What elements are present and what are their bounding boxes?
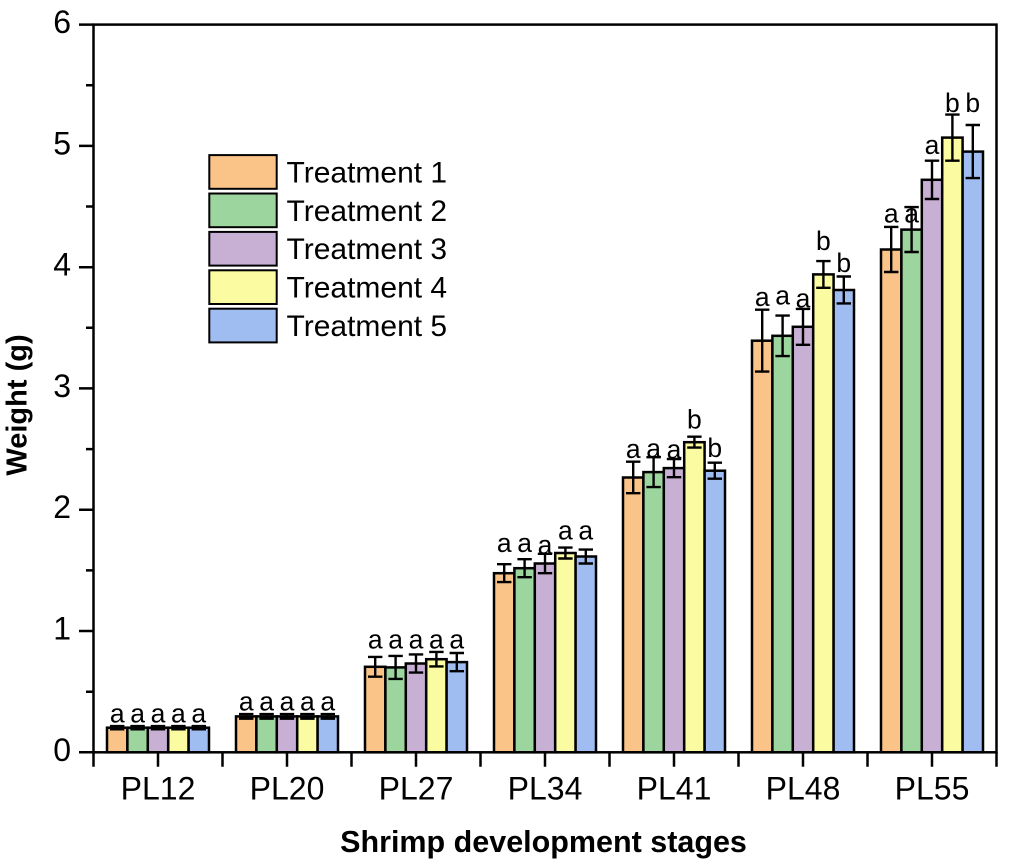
svg-text:a: a (626, 434, 641, 464)
svg-text:a: a (925, 130, 940, 160)
svg-text:a: a (558, 516, 573, 546)
svg-text:3: 3 (53, 368, 71, 404)
svg-text:a: a (300, 687, 315, 717)
svg-text:0: 0 (53, 732, 71, 768)
svg-text:6: 6 (53, 4, 71, 40)
svg-text:a: a (775, 281, 790, 311)
svg-text:a: a (259, 687, 274, 717)
svg-text:PL41: PL41 (637, 771, 712, 807)
svg-text:5: 5 (53, 125, 71, 161)
svg-text:Treatment 2: Treatment 2 (287, 195, 448, 228)
svg-text:a: a (449, 625, 464, 655)
svg-text:a: a (368, 625, 383, 655)
svg-text:a: a (538, 530, 553, 560)
svg-text:a: a (429, 625, 444, 655)
svg-text:b: b (687, 405, 702, 435)
svg-text:Weight (g): Weight (g) (2, 334, 34, 475)
svg-text:b: b (945, 88, 960, 118)
svg-text:2: 2 (53, 489, 71, 525)
svg-text:a: a (320, 687, 335, 717)
svg-text:a: a (904, 199, 919, 229)
svg-text:a: a (151, 699, 166, 729)
svg-text:a: a (667, 435, 682, 465)
svg-text:a: a (171, 699, 186, 729)
svg-text:b: b (965, 88, 980, 118)
svg-text:1: 1 (53, 611, 71, 647)
svg-text:a: a (409, 625, 424, 655)
svg-text:a: a (280, 687, 295, 717)
svg-text:a: a (646, 434, 661, 464)
svg-text:PL27: PL27 (379, 771, 454, 807)
svg-text:Shrimp development stages: Shrimp development stages (340, 825, 747, 859)
svg-text:b: b (816, 226, 831, 256)
svg-text:a: a (517, 528, 532, 558)
svg-text:a: a (110, 699, 125, 729)
svg-text:Treatment 3: Treatment 3 (287, 233, 448, 266)
svg-text:a: a (497, 528, 512, 558)
svg-text:b: b (707, 433, 722, 463)
svg-text:PL34: PL34 (508, 771, 583, 807)
svg-text:a: a (884, 199, 899, 229)
svg-text:PL55: PL55 (895, 771, 970, 807)
svg-text:a: a (796, 284, 811, 314)
svg-text:a: a (191, 699, 206, 729)
svg-text:PL48: PL48 (766, 771, 841, 807)
svg-text:a: a (130, 699, 145, 729)
svg-text:Treatment 1: Treatment 1 (287, 156, 448, 189)
svg-text:PL12: PL12 (121, 771, 196, 807)
svg-text:a: a (578, 516, 593, 546)
svg-text:a: a (755, 282, 770, 312)
svg-text:b: b (836, 248, 851, 278)
svg-text:Treatment 4: Treatment 4 (287, 272, 448, 305)
svg-text:a: a (239, 687, 254, 717)
svg-text:PL20: PL20 (250, 771, 325, 807)
svg-text:Treatment 5: Treatment 5 (287, 310, 448, 343)
svg-text:a: a (388, 625, 403, 655)
svg-text:4: 4 (53, 247, 71, 283)
